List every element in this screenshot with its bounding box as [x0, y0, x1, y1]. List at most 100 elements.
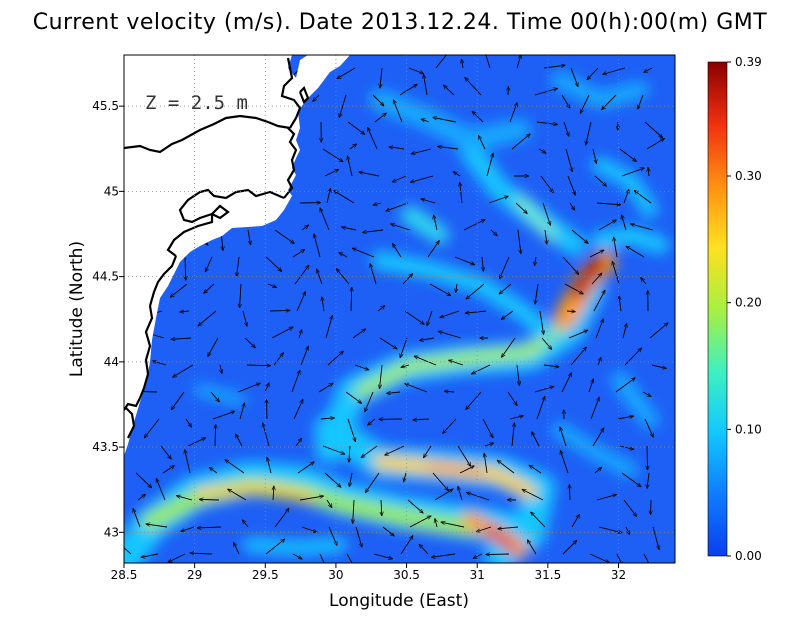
velocity-arrow [619, 296, 621, 312]
velocity-arrow [404, 472, 406, 482]
velocity-arrow [204, 283, 215, 293]
velocity-arrow [591, 273, 602, 285]
velocity-arrow [152, 361, 167, 366]
velocity-arrow [141, 553, 159, 557]
velocity-arrow [596, 495, 616, 501]
velocity-arrow [391, 224, 411, 231]
velocity-arrow [237, 256, 240, 276]
velocity-arrow [435, 55, 447, 69]
velocity-arrow [402, 274, 413, 285]
velocity-arrow [349, 472, 353, 487]
velocity-arrow [146, 524, 168, 528]
velocity-arrow [361, 445, 378, 458]
velocity-arrow [598, 357, 601, 366]
y-axis-ticks: 43 43.5 44 44.5 45 45.5 [92, 99, 124, 539]
velocity-arrow [342, 227, 357, 231]
velocity-arrow [435, 519, 437, 528]
velocity-arrow [171, 391, 185, 410]
velocity-arrow [457, 445, 471, 466]
velocity-arrow [432, 472, 448, 491]
velocity-arrow [507, 391, 517, 405]
depth-label: Z = 2.5 m [145, 92, 248, 114]
velocity-arrow [570, 67, 578, 87]
velocity-arrow [564, 283, 583, 294]
velocity-arrow [352, 329, 366, 339]
velocity-arrow [511, 134, 530, 150]
velocity-arrow [294, 265, 309, 285]
velocity-arrow [382, 526, 394, 536]
velocity-arrow [531, 512, 546, 528]
velocity-band [426, 462, 484, 476]
velocity-arrow [567, 175, 575, 195]
velocity-arrow [623, 499, 637, 517]
velocity-arrow [484, 453, 488, 474]
velocity-arrow [349, 445, 350, 462]
velocity-arrow [291, 370, 300, 393]
velocity-arrow [647, 472, 649, 488]
velocity-arrow [603, 67, 626, 74]
x-tick-label: 30.5 [393, 568, 420, 582]
velocity-arrow [466, 492, 490, 501]
velocity-arrow [135, 472, 152, 488]
x-tick-label: 29 [187, 568, 202, 582]
velocity-arrow [326, 188, 330, 204]
grid-lines [124, 55, 675, 563]
velocity-band [611, 371, 659, 429]
velocity-arrow [612, 261, 620, 285]
velocity-arrow [386, 202, 409, 211]
velocity-arrow [516, 364, 519, 385]
velocity-arrow [427, 310, 433, 326]
velocity-arrow [379, 337, 397, 349]
velocity-arrow [539, 310, 544, 334]
velocity-arrow [301, 526, 317, 532]
velocity-arrow [456, 283, 457, 293]
colorbar-tick-label: 0.10 [735, 422, 762, 436]
velocity-arrow [212, 411, 235, 420]
velocity-arrow [427, 241, 439, 258]
velocity-arrow [246, 365, 270, 366]
velocity-arrow [351, 287, 352, 312]
velocity-arrow [267, 457, 272, 474]
velocity-arrow [365, 391, 374, 412]
velocity-band [194, 384, 246, 406]
velocity-arrow [347, 121, 365, 134]
velocity-arrow [614, 237, 618, 258]
velocity-arrow [473, 553, 483, 558]
velocity-arrow [644, 121, 663, 138]
velocity-arrow [339, 253, 348, 258]
velocity-arrow [616, 553, 623, 563]
velocity-arrow [444, 391, 455, 392]
velocity-arrow [409, 516, 431, 528]
velocity-arrow [387, 392, 401, 393]
velocity-arrow [565, 148, 572, 172]
velocity-arrow [198, 310, 217, 326]
velocity-arrow [541, 337, 552, 350]
velocity-arrow [274, 508, 289, 528]
velocity-arrow [443, 418, 457, 433]
velocity-arrow [630, 224, 654, 231]
velocity-arrow [220, 364, 222, 373]
velocity-arrow [587, 67, 599, 80]
y-axis-label: Latitude (North) [67, 241, 87, 377]
velocity-arrow [144, 418, 160, 438]
velocity-arrow [501, 310, 514, 319]
velocity-arrow [328, 526, 337, 545]
velocity-arrow [355, 526, 362, 547]
velocity-arrow [240, 283, 241, 308]
velocity-band [401, 206, 449, 244]
velocity-arrow [170, 283, 188, 297]
velocity-arrow [236, 434, 243, 447]
velocity-arrow [440, 310, 460, 318]
velocity-arrow [649, 323, 668, 339]
colorbar-tick-label: 0.20 [735, 296, 762, 310]
velocity-arrow [247, 229, 251, 245]
velocity-arrow [380, 364, 383, 389]
velocity-band [485, 525, 517, 553]
velocity-arrow [173, 364, 194, 377]
velocity-arrow [271, 327, 293, 339]
velocity-arrow [424, 445, 432, 458]
velocity-arrow [569, 485, 570, 501]
colorbar [707, 61, 728, 557]
velocity-arrow [322, 148, 343, 162]
velocity-arrow [185, 450, 191, 474]
